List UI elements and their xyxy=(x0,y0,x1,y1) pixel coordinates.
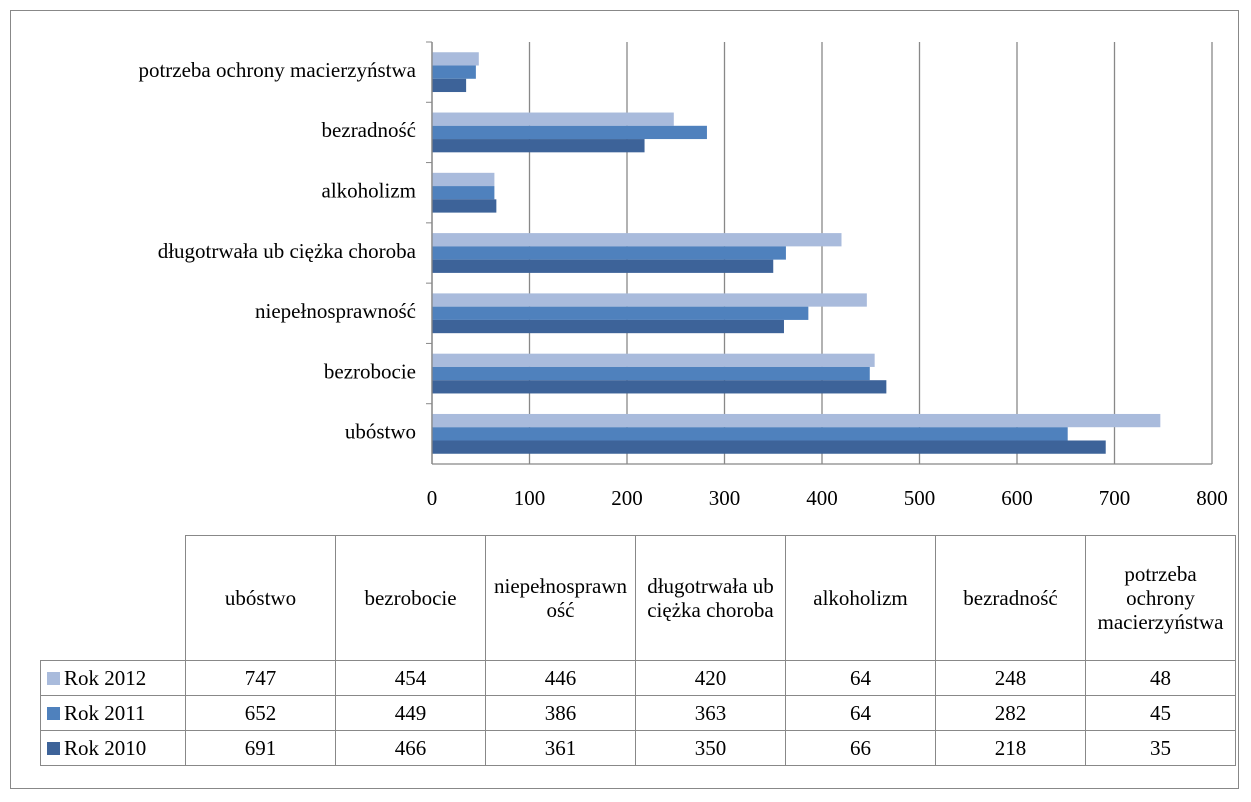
value-cell: 350 xyxy=(635,730,786,766)
value-cell: 218 xyxy=(935,730,1086,766)
bar xyxy=(432,246,786,260)
header-cell: długotrwała ub ciężka choroba xyxy=(635,535,786,661)
table-row: Rok 2010 691 466 361 350 66 218 35 xyxy=(40,730,1236,766)
value-cell: 363 xyxy=(635,695,786,731)
bar xyxy=(432,139,645,153)
bar xyxy=(432,65,476,79)
value-cell: 454 xyxy=(335,660,486,696)
bar xyxy=(432,353,875,367)
header-cell: bezrobocie xyxy=(335,535,486,661)
bar xyxy=(432,366,870,381)
chart: 0 100 200 300 400 500 600 700 800 ubóstwo bezroboc… xyxy=(138,41,1228,510)
value-cell: 747 xyxy=(185,660,336,696)
bar xyxy=(432,52,479,66)
bar xyxy=(432,186,495,200)
legend-cell: Rok 2010 xyxy=(40,730,186,766)
bar xyxy=(432,125,707,140)
header-cell: alkoholizm xyxy=(785,535,936,661)
bar xyxy=(432,427,1068,441)
legend-label: Rok 2012 xyxy=(64,666,147,690)
value-cell: 691 xyxy=(185,730,336,766)
bar xyxy=(432,259,774,273)
legend-swatch xyxy=(47,672,60,685)
value-cell: 420 xyxy=(635,660,786,696)
y-tick-label: niepełnosprawność xyxy=(255,299,416,323)
value-cell: 48 xyxy=(1085,660,1236,696)
y-tick-label: potrzeba ochrony macierzyństwa xyxy=(138,58,416,82)
legend-label: Rok 2010 xyxy=(64,736,147,760)
x-tick-label: 800 xyxy=(1196,486,1228,510)
x-tick-label: 600 xyxy=(1001,486,1033,510)
header-cell: niepełnosprawność xyxy=(485,535,636,661)
bar xyxy=(432,319,784,334)
bar xyxy=(432,112,674,126)
bar xyxy=(432,172,495,187)
y-tick-label: długotrwała ub ciężka choroba xyxy=(158,239,417,263)
y-tick-label: bezradność xyxy=(322,118,416,142)
value-cell: 35 xyxy=(1085,730,1236,766)
value-cell: 64 xyxy=(785,695,936,731)
value-cell: 449 xyxy=(335,695,486,731)
legend-swatch xyxy=(47,707,60,720)
x-tick-label: 0 xyxy=(427,486,438,510)
value-cell: 248 xyxy=(935,660,1086,696)
value-cell: 66 xyxy=(785,730,936,766)
table-row: Rok 2011 652 449 386 363 64 282 45 xyxy=(40,695,1236,731)
value-cell: 45 xyxy=(1085,695,1236,731)
chart-frame xyxy=(10,10,1239,789)
value-cell: 64 xyxy=(785,660,936,696)
header-cell: bezradność xyxy=(935,535,1086,661)
value-cell: 466 xyxy=(335,730,486,766)
x-tick-label: 500 xyxy=(904,486,936,510)
bar xyxy=(432,306,809,320)
legend-cell: Rok 2011 xyxy=(40,695,186,731)
bar xyxy=(432,380,887,394)
y-tick-label: ubóstwo xyxy=(345,420,416,444)
x-tick-label: 700 xyxy=(1099,486,1131,510)
y-tick-label: alkoholizm xyxy=(322,179,416,203)
value-cell: 386 xyxy=(485,695,636,731)
bar xyxy=(432,78,467,93)
legend-label: Rok 2011 xyxy=(64,701,146,725)
blank-cell xyxy=(41,536,186,661)
x-tick-label: 100 xyxy=(514,486,546,510)
header-cell: ubóstwo xyxy=(185,535,336,661)
bar xyxy=(432,440,1106,454)
value-cell: 446 xyxy=(485,660,636,696)
legend-swatch xyxy=(47,742,60,755)
value-cell: 361 xyxy=(485,730,636,766)
bar xyxy=(432,293,867,307)
legend-cell: Rok 2012 xyxy=(40,660,186,696)
value-cell: 652 xyxy=(185,695,336,731)
bar xyxy=(432,413,1161,428)
bar xyxy=(432,233,842,247)
x-tick-label: 200 xyxy=(611,486,643,510)
table-row: Rok 2012 747 454 446 420 64 248 48 xyxy=(40,660,1236,696)
x-tick-label: 400 xyxy=(806,486,838,510)
table-header: ubóstwo bezrobocie niepełnosprawność długot… xyxy=(41,535,1236,661)
bar xyxy=(432,199,497,213)
value-cell: 282 xyxy=(935,695,1086,731)
y-tick-label: bezrobocie xyxy=(324,359,416,383)
header-cell: potrzeba ochrony macierzyństwa xyxy=(1085,535,1236,661)
x-tick-label: 300 xyxy=(709,486,741,510)
data-table: ubóstwo bezrobocie niepełnosprawność długot… xyxy=(40,535,1236,766)
